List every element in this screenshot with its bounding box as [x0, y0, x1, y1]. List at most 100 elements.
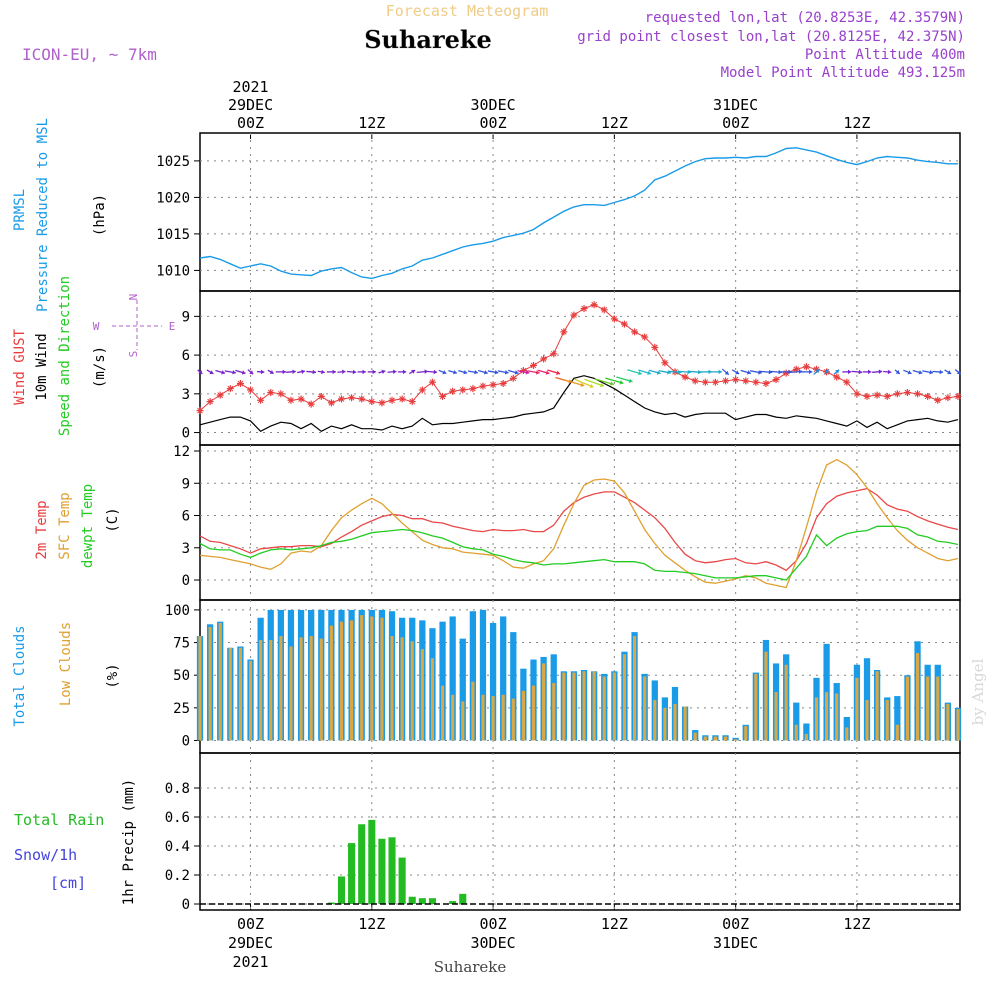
low-cloud-bar — [350, 620, 354, 741]
y-tick-label: 0.4 — [165, 839, 190, 855]
wind-barb-shaft — [584, 378, 605, 387]
wind-compass: N S W E — [93, 294, 176, 358]
gust-marker-d2 — [419, 387, 426, 393]
gust-point — [509, 374, 517, 382]
wind-barb — [668, 369, 682, 375]
low-cloud-bar — [895, 724, 899, 741]
requested-lonlat: requested lon,lat (20.8253E, 42.3579N) — [645, 10, 965, 26]
wind-barb-head — [474, 369, 478, 375]
pressure-label-1: PRMSL — [12, 189, 28, 231]
bottom-axis-label: 00Z — [480, 915, 507, 933]
wind-label-gust: Wind GUST — [12, 329, 28, 405]
wind-barb — [297, 369, 306, 374]
wind-barb-shaft — [574, 378, 594, 388]
wind-barb — [708, 369, 722, 375]
gust-marker-d2 — [480, 383, 486, 389]
clouds-panel: 0 25 50 75 100 — [165, 599, 962, 754]
wind-barb-head — [868, 369, 872, 375]
gust-point — [883, 392, 891, 400]
gust-point — [196, 407, 204, 415]
snow-unit-label: [cm] — [50, 874, 86, 892]
gust-marker-d2 — [945, 394, 951, 401]
gust-line — [199, 304, 959, 411]
low-cloud-bar — [360, 615, 364, 741]
wind-barb-head — [589, 383, 594, 388]
rain-bar — [418, 898, 426, 904]
gust-marker-d2 — [752, 379, 759, 386]
wind-barb — [740, 369, 752, 375]
wind-barb-head — [545, 370, 550, 375]
rain-bar — [398, 857, 406, 904]
y-tick-label: 75 — [173, 636, 190, 652]
bottom-axis-label: 00Z — [722, 915, 749, 933]
gust-marker-d2 — [702, 379, 709, 386]
total-cloud-bar — [439, 621, 446, 741]
clouds-unit: (%) — [105, 663, 121, 688]
gust-marker-d2 — [682, 374, 688, 380]
gust-marker-d2 — [571, 312, 577, 318]
gust-point — [337, 395, 345, 403]
low-cloud-bar — [218, 622, 222, 741]
wind-barb — [679, 369, 691, 375]
y-tick-label: 0.8 — [165, 781, 190, 797]
low-cloud-bar — [269, 639, 273, 741]
low-cloud-bar — [238, 647, 242, 741]
rain-bar — [408, 896, 416, 904]
low-cloud-bar — [552, 683, 556, 741]
dewpt-line — [199, 525, 959, 581]
wind-barb-head — [907, 370, 912, 375]
low-cloud-bar — [289, 646, 293, 741]
wind-barb-head — [788, 369, 792, 375]
low-cloud-bar — [400, 637, 404, 741]
gust-marker-d2 — [662, 359, 668, 366]
wind-panel: 0 3 6 9 — [182, 290, 962, 446]
wind-barb — [206, 369, 214, 375]
low-cloud-bar — [319, 638, 323, 741]
y-tick-label: 1015 — [156, 227, 190, 243]
low-cloud-bar — [845, 727, 849, 741]
gust-point — [914, 390, 922, 398]
low-cloud-bar — [956, 709, 960, 741]
gust-point — [732, 376, 740, 384]
wind-barb-head — [402, 369, 407, 375]
grid-point-lonlat: grid point closest lon,lat (20.8125E, 42… — [577, 29, 965, 45]
rain-label: Total Rain — [14, 811, 104, 829]
low-cloud-bar — [915, 653, 920, 741]
bottom-axis-label: 29DEC — [228, 934, 273, 952]
wind-barb — [527, 370, 540, 375]
gust-point — [641, 333, 649, 341]
wind-barb-head — [610, 381, 614, 386]
wind-barb — [537, 369, 550, 375]
gust-marker-d2 — [712, 379, 719, 386]
temperature-panel: 0 3 6 9 12 — [173, 444, 961, 601]
wind-barb — [851, 369, 863, 375]
gust-point — [216, 391, 224, 399]
gust-marker-d2 — [854, 390, 860, 397]
gust-point — [348, 394, 356, 402]
low-cloud-bar — [703, 736, 707, 741]
wind-barb — [357, 369, 366, 375]
gust-marker-d2 — [793, 366, 800, 373]
wind-barb-head — [747, 370, 751, 375]
wind-barb-head — [580, 382, 585, 387]
model-point-altitude: Model Point Altitude 493.125m — [721, 65, 965, 81]
wind-barb — [954, 368, 962, 375]
wind-barb — [378, 369, 386, 374]
wind-barb-head — [433, 369, 438, 375]
low-cloud-bar — [936, 676, 940, 741]
wind-barb — [256, 369, 265, 375]
wind-barb-head — [312, 369, 316, 375]
gust-marker-d2 — [500, 380, 507, 387]
gust-point — [954, 392, 962, 400]
gust-point — [580, 305, 588, 313]
gust-point — [772, 376, 780, 384]
y-tick-label: 25 — [173, 701, 190, 717]
low-cloud-bar — [764, 651, 768, 741]
total-cloud-bar — [793, 702, 800, 741]
y-tick-label: 1025 — [156, 154, 190, 170]
low-cloud-bar — [673, 703, 677, 741]
gust-marker-d2 — [237, 380, 244, 387]
wind-barb-head — [667, 370, 671, 375]
wind-barb-head — [504, 370, 509, 375]
